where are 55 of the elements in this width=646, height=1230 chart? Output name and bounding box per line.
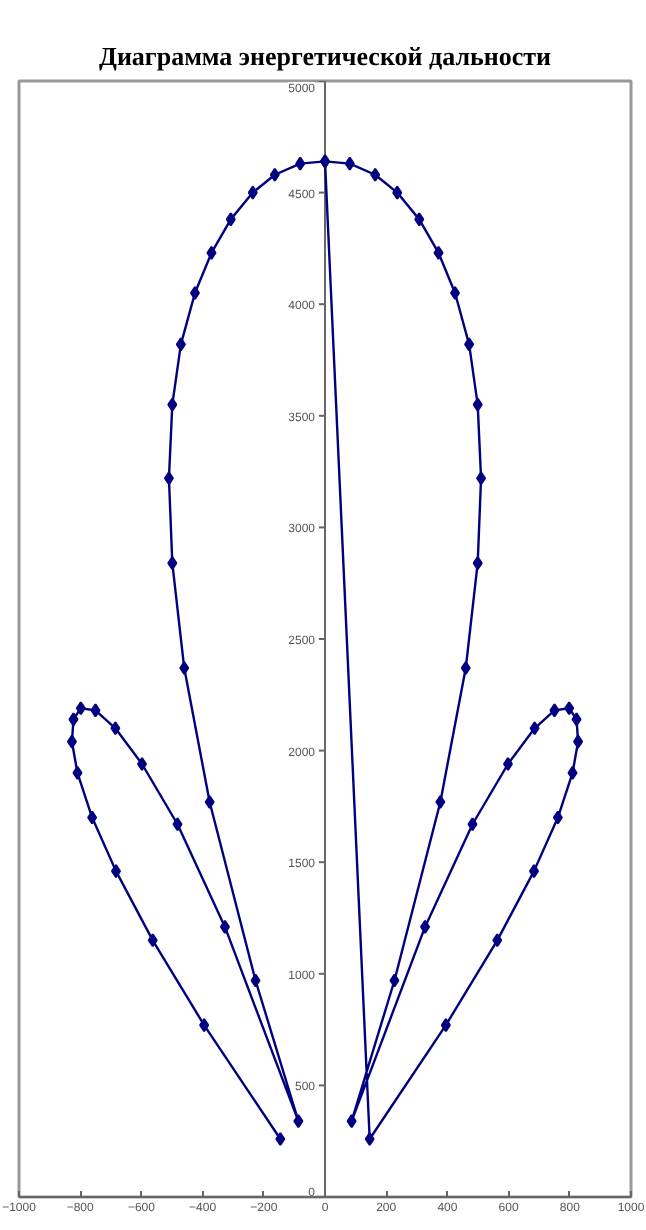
point bbox=[250, 973, 261, 988]
point bbox=[219, 919, 230, 934]
point bbox=[175, 337, 186, 352]
point bbox=[414, 212, 425, 227]
point bbox=[571, 712, 582, 727]
point bbox=[199, 1018, 210, 1033]
point bbox=[293, 1114, 304, 1129]
point bbox=[344, 156, 355, 171]
point bbox=[204, 794, 215, 809]
chart-title: Диаграмма энергетической дальности bbox=[98, 41, 553, 71]
point bbox=[364, 1131, 375, 1146]
point bbox=[389, 973, 400, 988]
point bbox=[502, 756, 513, 771]
point bbox=[163, 471, 174, 486]
point bbox=[435, 794, 446, 809]
point bbox=[549, 703, 560, 718]
point bbox=[529, 721, 540, 736]
point bbox=[370, 167, 381, 182]
point bbox=[450, 286, 461, 301]
point bbox=[269, 167, 280, 182]
point bbox=[464, 337, 475, 352]
point bbox=[492, 933, 503, 948]
point bbox=[472, 397, 483, 412]
point bbox=[90, 703, 101, 718]
point bbox=[433, 245, 444, 260]
point bbox=[247, 185, 258, 200]
point bbox=[87, 810, 98, 825]
point bbox=[564, 701, 575, 716]
point bbox=[295, 156, 306, 171]
point bbox=[567, 765, 578, 780]
point bbox=[346, 1114, 357, 1129]
point bbox=[573, 734, 584, 749]
point bbox=[392, 185, 403, 200]
point bbox=[172, 817, 183, 832]
point bbox=[476, 471, 487, 486]
point bbox=[206, 245, 217, 260]
point bbox=[275, 1131, 286, 1146]
point bbox=[472, 556, 483, 571]
point bbox=[137, 756, 148, 771]
point bbox=[66, 734, 77, 749]
point bbox=[167, 397, 178, 412]
point bbox=[460, 661, 471, 676]
point bbox=[68, 712, 79, 727]
point bbox=[75, 701, 86, 716]
point bbox=[467, 817, 478, 832]
point bbox=[189, 286, 200, 301]
point bbox=[147, 933, 158, 948]
point bbox=[552, 810, 563, 825]
point bbox=[225, 212, 236, 227]
point bbox=[440, 1018, 451, 1033]
point bbox=[72, 765, 83, 780]
point bbox=[420, 919, 431, 934]
point bbox=[110, 721, 121, 736]
point bbox=[167, 556, 178, 571]
point bbox=[179, 661, 190, 676]
